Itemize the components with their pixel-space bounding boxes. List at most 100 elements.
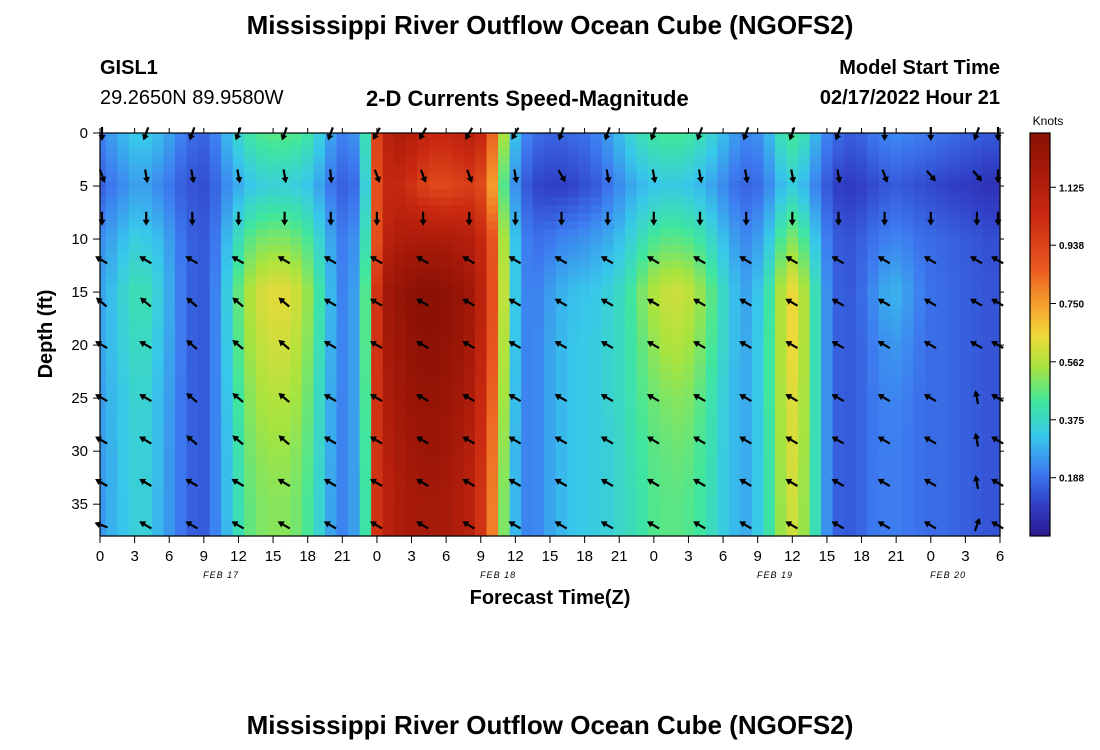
heatmap-cell [705, 165, 718, 174]
heatmap-cell [405, 325, 418, 334]
heatmap-cell [613, 501, 626, 510]
heatmap-cell [728, 509, 741, 518]
heatmap-cell [532, 325, 545, 334]
heatmap-cell [267, 485, 280, 494]
heatmap-cell [463, 221, 476, 230]
heatmap-cell [198, 429, 211, 438]
heatmap-cell [878, 245, 891, 254]
heatmap-cell [301, 357, 315, 366]
heatmap-cell [959, 421, 972, 430]
heatmap-cell [221, 493, 234, 502]
heatmap-cell [728, 189, 741, 198]
heatmap-cell [336, 269, 349, 278]
heatmap-cell [255, 205, 268, 214]
heatmap-cell [267, 253, 280, 262]
heatmap-cell [440, 261, 453, 270]
heatmap-cell [117, 181, 130, 190]
heatmap-cell [567, 389, 580, 398]
heatmap-cell [100, 365, 107, 374]
heatmap-cell [532, 413, 545, 422]
heatmap-cell [567, 509, 580, 518]
heatmap-cell [151, 293, 165, 302]
heatmap-cell [405, 317, 418, 326]
heatmap-cell [221, 405, 234, 414]
heatmap-cell [809, 301, 822, 310]
heatmap-cell [175, 445, 188, 454]
heatmap-cell [613, 173, 626, 182]
heatmap-cell [509, 493, 522, 502]
heatmap-cell [428, 349, 441, 358]
heatmap-cell [440, 421, 453, 430]
heatmap-cell [209, 189, 222, 198]
heatmap-cell [394, 397, 407, 406]
heatmap-cell [267, 173, 280, 182]
heatmap-cell [232, 445, 245, 454]
heatmap-cell [867, 365, 880, 374]
heatmap-cell [463, 365, 476, 374]
heatmap-cell [521, 325, 534, 334]
heatmap-cell [140, 397, 153, 406]
current-arrow [600, 478, 614, 487]
heatmap-cell [151, 405, 165, 414]
heatmap-cell [278, 181, 291, 190]
heatmap-cell [844, 357, 857, 366]
heatmap-cell [625, 237, 638, 246]
heatmap-cell [555, 461, 568, 470]
heatmap-cell [186, 277, 199, 286]
heatmap-cell [186, 389, 199, 398]
heatmap-cell [163, 445, 176, 454]
heatmap-cell [682, 309, 695, 318]
heatmap-cell [428, 189, 441, 198]
heatmap-cell [255, 293, 268, 302]
heatmap-cell [440, 229, 453, 238]
heatmap-cell [163, 509, 176, 518]
heatmap-cell [890, 381, 903, 390]
heatmap-cell [982, 469, 995, 478]
heatmap-cell [740, 325, 753, 334]
heatmap-cell [405, 429, 418, 438]
heatmap-cell [971, 469, 984, 478]
heatmap-cell [671, 333, 684, 342]
heatmap-cell [878, 373, 891, 382]
heatmap-cell [705, 333, 718, 342]
heatmap-cell [440, 357, 453, 366]
heatmap-cell [151, 373, 165, 382]
heatmap-cell [198, 133, 211, 142]
heatmap-cell [682, 437, 695, 446]
heatmap-cell [278, 141, 291, 150]
heatmap-cell [844, 157, 857, 166]
heatmap-cell [567, 157, 580, 166]
heatmap-cell [821, 293, 834, 302]
heatmap-cell [451, 181, 465, 190]
heatmap-cell [140, 277, 153, 286]
heatmap-cell [498, 509, 511, 518]
heatmap-cell [855, 533, 868, 537]
heatmap-cell [417, 245, 430, 254]
heatmap-cell [325, 445, 338, 454]
heatmap-cell [255, 437, 268, 446]
heatmap-cell [717, 165, 730, 174]
heatmap-cell [913, 229, 926, 238]
heatmap-cell [163, 173, 176, 182]
heatmap-cell [405, 213, 418, 222]
heatmap-cell [336, 429, 349, 438]
heatmap-cell [705, 237, 718, 246]
heatmap-cell [786, 485, 799, 494]
heatmap-cell [763, 229, 776, 238]
heatmap-cell [936, 509, 949, 518]
heatmap-cell [175, 317, 188, 326]
heatmap-cell [948, 389, 961, 398]
current-arrow [188, 211, 196, 226]
heatmap-cell [982, 477, 995, 486]
heatmap-cell [163, 389, 176, 398]
heatmap-cell [948, 221, 961, 230]
heatmap-cell [105, 469, 118, 478]
heatmap-cell [832, 469, 845, 478]
heatmap-cell [786, 325, 799, 334]
heatmap-cell [394, 261, 407, 270]
heatmap-cell [498, 429, 511, 438]
heatmap-cell [486, 173, 499, 182]
heatmap-cell [428, 133, 441, 142]
heatmap-cell [175, 173, 188, 182]
heatmap-cell [105, 485, 118, 494]
